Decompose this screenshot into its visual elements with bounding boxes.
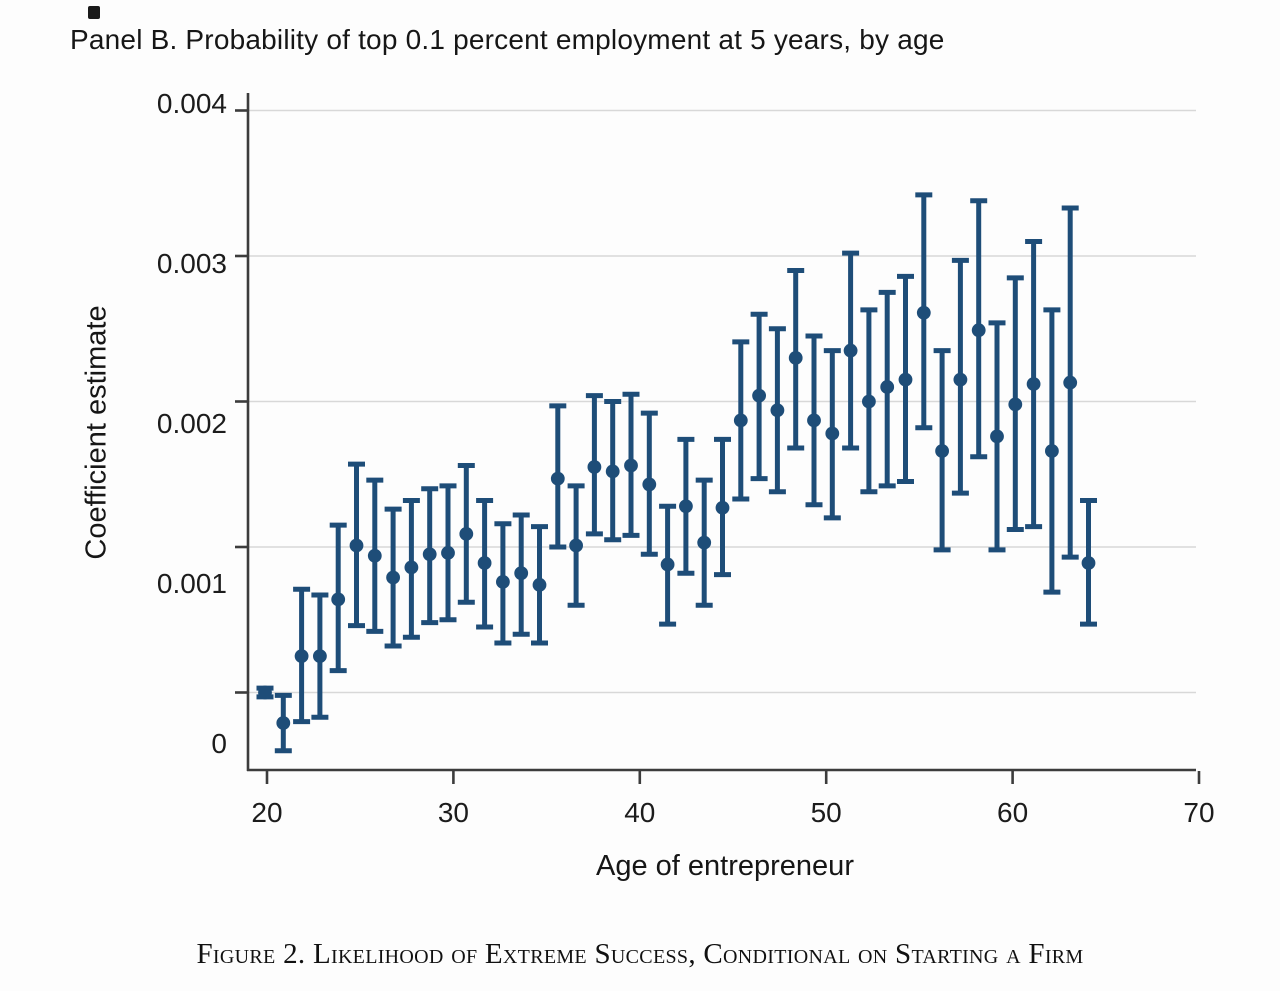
x-tick-label: 60 xyxy=(997,797,1028,828)
data-point-marker xyxy=(862,394,876,409)
data-point-marker xyxy=(459,527,474,541)
data-point-marker xyxy=(587,460,602,474)
y-tick-label: 0 xyxy=(211,728,227,759)
x-tick-label: 40 xyxy=(624,797,655,828)
data-point-marker xyxy=(825,426,840,441)
data-point-marker xyxy=(642,477,657,492)
data-point-marker xyxy=(258,685,272,700)
data-point-marker xyxy=(807,413,821,428)
data-point-marker xyxy=(733,413,748,428)
x-tick-label: 50 xyxy=(811,797,842,828)
data-point-marker xyxy=(532,577,547,592)
data-point-marker xyxy=(660,557,675,572)
data-point-marker xyxy=(294,649,309,664)
data-point-marker xyxy=(422,547,437,562)
data-point-marker xyxy=(550,471,565,486)
data-point-marker xyxy=(1008,397,1023,412)
data-point-marker xyxy=(386,570,400,585)
y-tick-label: 0.003 xyxy=(157,248,227,279)
data-point-marker xyxy=(697,535,712,550)
data-point-marker xyxy=(935,444,949,458)
data-point-marker xyxy=(788,350,803,365)
x-tick-label: 20 xyxy=(251,797,282,828)
data-point-marker xyxy=(514,566,529,581)
data-point-marker xyxy=(752,388,766,403)
data-point-marker xyxy=(624,458,638,473)
data-point-marker xyxy=(916,305,931,320)
data-point-marker xyxy=(1063,375,1078,390)
data-point-marker xyxy=(1026,377,1041,391)
data-point-marker xyxy=(1081,556,1096,570)
data-point-marker xyxy=(679,499,693,514)
data-point-marker xyxy=(276,716,291,730)
data-point-marker xyxy=(331,592,346,607)
data-point-marker xyxy=(441,545,455,560)
screen-artifact xyxy=(88,6,100,19)
panel-title: Panel B. Probability of top 0.1 percent … xyxy=(70,24,945,55)
x-tick-label: 30 xyxy=(438,797,469,828)
data-point-marker xyxy=(404,560,419,575)
data-point-marker xyxy=(496,575,510,589)
data-point-marker xyxy=(880,380,895,394)
y-tick-label: 0.001 xyxy=(157,568,227,599)
data-point-marker xyxy=(569,538,583,553)
data-point-marker xyxy=(715,500,730,515)
x-axis-title: Age of entrepreneur xyxy=(596,850,854,882)
data-point-marker xyxy=(1045,444,1059,458)
x-tick-label: 70 xyxy=(1183,797,1214,828)
y-tick-label: 0.002 xyxy=(157,408,227,439)
data-point-marker xyxy=(313,649,327,664)
data-point-marker xyxy=(898,372,913,387)
data-point-marker xyxy=(477,556,492,570)
data-point-marker xyxy=(843,343,858,358)
data-point-marker xyxy=(953,372,968,387)
data-point-marker xyxy=(367,548,382,563)
data-point-marker xyxy=(990,429,1004,444)
data-point-marker xyxy=(770,403,785,418)
data-point-marker xyxy=(971,323,986,338)
figure-caption: Figure 2. Likelihood of Extreme Success,… xyxy=(196,938,1084,970)
data-point-marker xyxy=(605,464,620,479)
data-point-marker xyxy=(349,538,364,553)
y-tick-label: 0.004 xyxy=(157,88,227,119)
